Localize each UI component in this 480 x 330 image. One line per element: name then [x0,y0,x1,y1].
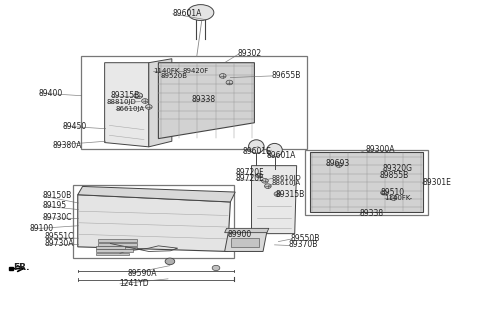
Text: 89550B: 89550B [291,234,320,243]
Bar [96,249,133,252]
Text: 89420F: 89420F [182,68,209,74]
Text: 1140FK-: 1140FK- [384,195,412,201]
Text: FR.: FR. [13,263,30,273]
Text: 89730C: 89730C [42,213,72,222]
Circle shape [274,192,281,196]
Bar [305,150,428,215]
Polygon shape [310,152,423,212]
Ellipse shape [249,140,264,153]
Text: 89601E: 89601E [242,147,271,156]
Text: 89150B: 89150B [42,191,72,200]
Text: 89315B: 89315B [276,190,305,199]
Circle shape [336,163,342,167]
Circle shape [142,99,148,103]
Text: 88810JD: 88810JD [107,99,136,105]
Ellipse shape [267,144,282,157]
Text: 89300A: 89300A [366,145,395,154]
Text: 89855B: 89855B [379,171,408,180]
Text: 89900: 89900 [228,230,252,240]
Text: 89720E: 89720E [235,174,264,183]
Text: 89551C: 89551C [44,232,73,242]
Text: 89590A: 89590A [128,269,157,278]
Circle shape [136,93,143,98]
Text: 89601A: 89601A [173,9,202,18]
Text: 89100: 89100 [30,224,54,233]
Bar [96,246,125,249]
Text: 88610JD: 88610JD [272,175,301,181]
Circle shape [134,93,143,99]
Text: 89720F: 89720F [235,168,264,178]
Bar [98,243,137,246]
Circle shape [381,190,387,195]
Polygon shape [149,59,172,147]
Circle shape [226,80,233,85]
Circle shape [262,179,268,183]
Text: 89338: 89338 [359,209,383,218]
Text: 89601A: 89601A [266,151,296,160]
Text: 1241YD: 1241YD [119,279,149,288]
Text: 89315B: 89315B [110,91,140,100]
Circle shape [212,265,220,271]
Bar [98,239,137,242]
Circle shape [264,184,271,188]
Text: 89655B: 89655B [271,71,300,80]
Text: 89730A: 89730A [44,239,73,248]
Polygon shape [225,232,267,251]
Text: 89520B: 89520B [161,73,188,79]
Text: 89302: 89302 [238,49,262,58]
Bar [231,238,259,247]
Text: 86610JA: 86610JA [115,106,144,112]
Polygon shape [225,228,269,233]
Circle shape [390,196,397,200]
Polygon shape [78,186,235,202]
Text: 88610JA: 88610JA [272,181,301,186]
Text: 89510: 89510 [380,187,404,197]
Text: 89693: 89693 [325,159,350,168]
Bar [98,247,137,249]
Text: 89195: 89195 [42,201,66,210]
Ellipse shape [187,5,214,20]
Circle shape [165,258,175,265]
Text: 89450: 89450 [62,121,87,131]
Polygon shape [105,63,149,147]
Text: 89400: 89400 [38,88,63,98]
Bar [81,56,307,149]
Text: 89301E: 89301E [422,178,451,187]
Circle shape [256,173,263,178]
Bar [96,253,129,255]
Bar [73,185,234,258]
Polygon shape [9,267,13,270]
Polygon shape [252,166,297,234]
Circle shape [219,74,226,78]
Polygon shape [78,195,230,251]
Text: 89380A: 89380A [53,141,82,150]
Text: 89338: 89338 [192,95,216,104]
Polygon shape [158,63,254,139]
Circle shape [145,105,152,109]
Text: 89320G: 89320G [382,164,412,174]
Text: 1140FK: 1140FK [154,68,180,74]
Text: 89370B: 89370B [289,240,318,249]
